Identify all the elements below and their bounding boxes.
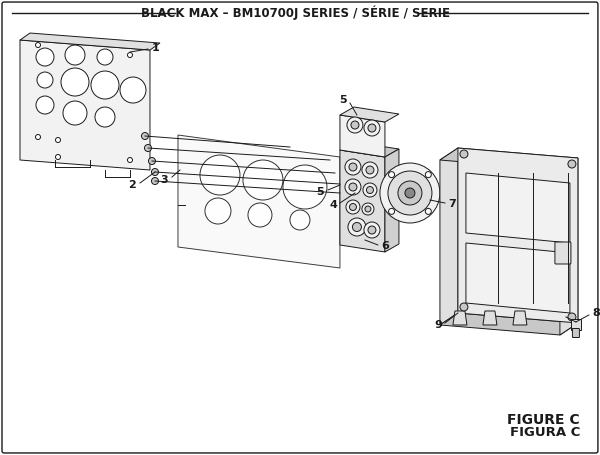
Text: 4: 4 <box>329 200 337 210</box>
Polygon shape <box>178 135 340 268</box>
Circle shape <box>345 179 361 195</box>
Circle shape <box>120 77 146 103</box>
FancyBboxPatch shape <box>555 242 571 264</box>
Circle shape <box>151 177 158 185</box>
Circle shape <box>65 45 85 65</box>
Circle shape <box>349 203 356 211</box>
Polygon shape <box>440 148 578 170</box>
Circle shape <box>36 96 54 114</box>
Circle shape <box>425 208 431 214</box>
Circle shape <box>200 155 240 195</box>
Circle shape <box>364 120 380 136</box>
Circle shape <box>36 48 54 66</box>
Circle shape <box>368 124 376 132</box>
Text: 8: 8 <box>592 308 599 318</box>
Circle shape <box>346 200 360 214</box>
Circle shape <box>127 52 133 57</box>
Circle shape <box>248 203 272 227</box>
Circle shape <box>55 137 61 142</box>
Circle shape <box>345 159 361 175</box>
Polygon shape <box>340 150 385 252</box>
Polygon shape <box>453 311 467 325</box>
Text: FIGURE C: FIGURE C <box>507 413 580 427</box>
Circle shape <box>380 163 440 223</box>
Circle shape <box>568 313 576 321</box>
Text: 2: 2 <box>128 180 136 190</box>
Circle shape <box>363 183 377 197</box>
Circle shape <box>145 145 151 152</box>
Circle shape <box>95 107 115 127</box>
Text: 7: 7 <box>448 199 455 209</box>
Polygon shape <box>466 243 570 313</box>
Circle shape <box>61 68 89 96</box>
Circle shape <box>362 162 378 178</box>
Polygon shape <box>340 107 399 122</box>
Circle shape <box>35 42 40 47</box>
Text: FIGURA C: FIGURA C <box>509 426 580 440</box>
Circle shape <box>365 206 371 212</box>
Circle shape <box>283 165 327 209</box>
Circle shape <box>366 166 374 174</box>
Polygon shape <box>20 33 160 50</box>
Circle shape <box>349 183 357 191</box>
Circle shape <box>347 117 363 133</box>
Circle shape <box>568 160 576 168</box>
Polygon shape <box>466 173 570 243</box>
Circle shape <box>91 71 119 99</box>
Circle shape <box>97 49 113 65</box>
Circle shape <box>290 210 310 230</box>
Circle shape <box>55 155 61 160</box>
Circle shape <box>352 222 361 232</box>
Text: 5: 5 <box>316 187 324 197</box>
Polygon shape <box>340 115 385 157</box>
Polygon shape <box>440 313 578 335</box>
Text: 1: 1 <box>152 43 160 53</box>
Text: 9: 9 <box>434 320 442 330</box>
FancyBboxPatch shape <box>572 329 580 338</box>
Polygon shape <box>340 142 399 157</box>
Circle shape <box>127 157 133 162</box>
Text: 3: 3 <box>160 175 168 185</box>
Polygon shape <box>571 319 581 330</box>
Circle shape <box>460 303 468 311</box>
Circle shape <box>405 188 415 198</box>
Circle shape <box>151 168 158 176</box>
Circle shape <box>368 226 376 234</box>
Polygon shape <box>458 148 578 323</box>
Circle shape <box>362 203 374 215</box>
Circle shape <box>351 121 359 129</box>
Circle shape <box>349 163 357 171</box>
Circle shape <box>389 208 395 214</box>
Circle shape <box>348 218 366 236</box>
Circle shape <box>142 132 148 140</box>
Circle shape <box>148 157 155 165</box>
Circle shape <box>35 135 40 140</box>
Text: 6: 6 <box>381 241 389 251</box>
Circle shape <box>37 72 53 88</box>
Polygon shape <box>560 158 578 335</box>
Polygon shape <box>513 311 527 325</box>
Polygon shape <box>440 148 458 325</box>
Text: 5: 5 <box>340 95 347 105</box>
Circle shape <box>398 181 422 205</box>
Text: BLACK MAX – BM10700J SERIES / SÉRIE / SERIE: BLACK MAX – BM10700J SERIES / SÉRIE / SE… <box>142 6 451 20</box>
Circle shape <box>367 187 373 193</box>
Circle shape <box>388 171 432 215</box>
Circle shape <box>205 198 231 224</box>
Circle shape <box>63 101 87 125</box>
Polygon shape <box>20 40 150 170</box>
Circle shape <box>243 160 283 200</box>
Circle shape <box>364 222 380 238</box>
Polygon shape <box>483 311 497 325</box>
Circle shape <box>389 172 395 177</box>
Circle shape <box>425 172 431 177</box>
Polygon shape <box>385 149 399 252</box>
Circle shape <box>460 150 468 158</box>
